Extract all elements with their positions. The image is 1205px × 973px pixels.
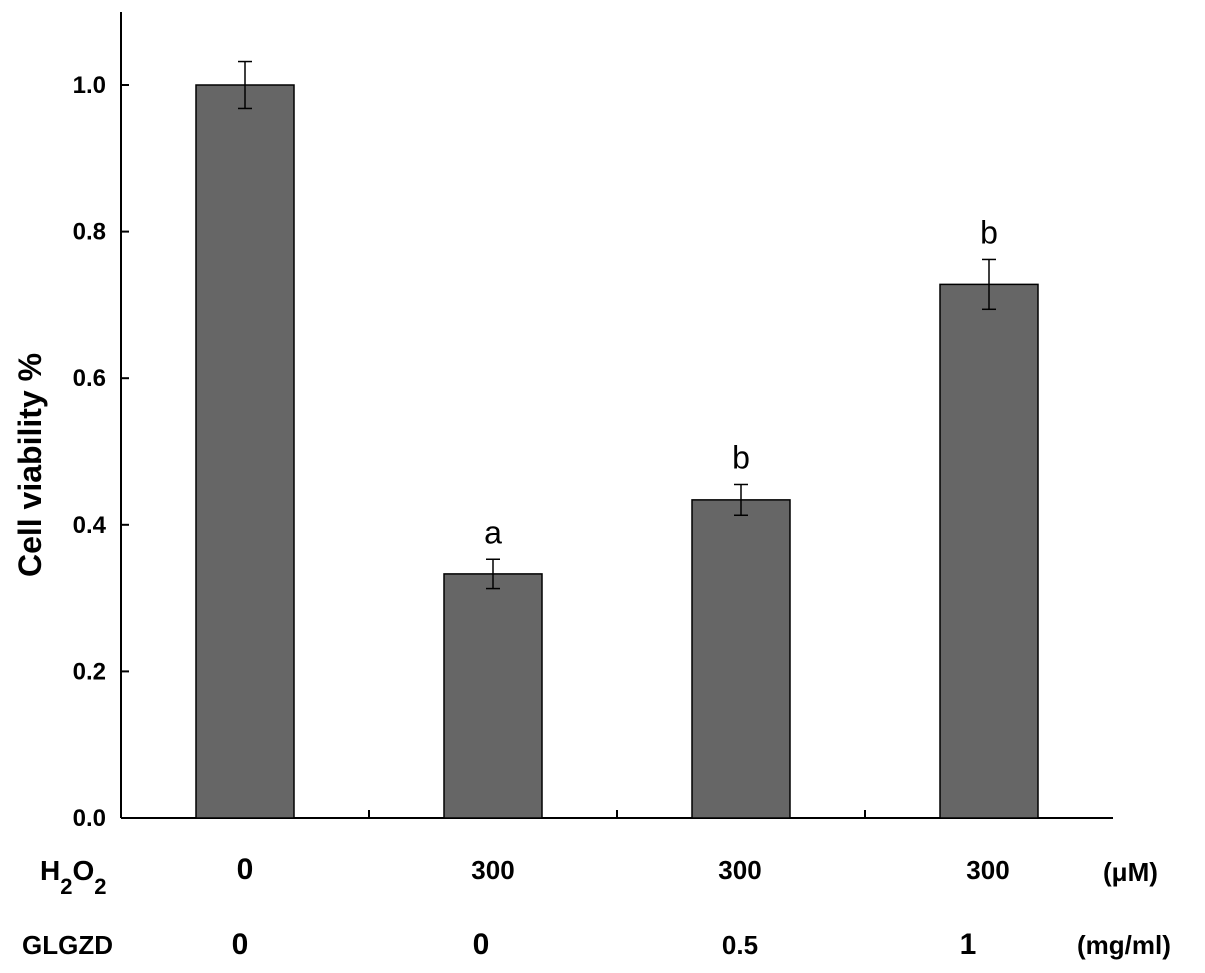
glgzd-label: GLGZD xyxy=(22,930,113,960)
y-tick-label: 1.0 xyxy=(73,72,106,99)
bars xyxy=(195,84,1039,819)
error-bars xyxy=(238,60,996,590)
h2o2-unit: (μM) xyxy=(1103,857,1158,887)
h2o2-label-h: H xyxy=(40,855,60,886)
glgzd-value-4: 1 xyxy=(960,928,977,961)
h2o2-label: H2O2 xyxy=(40,855,107,899)
y-axis-label: Cell viability % xyxy=(12,353,48,577)
glgzd-unit: (mg/ml) xyxy=(1077,930,1171,960)
h2o2-label-sub2: 2 xyxy=(94,874,106,899)
bar xyxy=(691,499,791,819)
bar xyxy=(939,283,1039,819)
y-tick-label: 0.8 xyxy=(73,219,106,246)
glgzd-row: GLGZD 0 0 0.5 1 (mg/ml) xyxy=(22,928,1171,961)
y-tick-label: 0.2 xyxy=(73,658,106,685)
bar xyxy=(195,84,295,819)
y-tick-label: 0.4 xyxy=(73,512,107,539)
h2o2-label-o: O xyxy=(72,855,94,886)
h2o2-label-sub1: 2 xyxy=(60,874,72,899)
h2o2-value-2: 300 xyxy=(471,855,514,885)
glgzd-value-3: 0.5 xyxy=(722,930,758,960)
h2o2-value-3: 300 xyxy=(718,855,761,885)
significance-labels: a b b xyxy=(484,214,998,550)
y-ticks: 0.0 0.2 0.4 0.6 0.8 1.0 xyxy=(73,72,129,832)
x-ticks xyxy=(368,810,866,818)
y-tick-label: 0.6 xyxy=(73,365,106,392)
h2o2-value-1: 0 xyxy=(237,853,254,886)
significance-label: a xyxy=(484,514,502,550)
y-tick-label: 0.0 xyxy=(73,805,106,832)
significance-label: b xyxy=(732,439,750,475)
significance-label: b xyxy=(980,214,998,250)
h2o2-row: H2O2 0 300 300 300 (μM) xyxy=(40,853,1158,899)
h2o2-value-4: 300 xyxy=(966,855,1009,885)
bar xyxy=(443,573,543,819)
glgzd-value-1: 0 xyxy=(232,928,249,961)
glgzd-value-2: 0 xyxy=(473,928,490,961)
